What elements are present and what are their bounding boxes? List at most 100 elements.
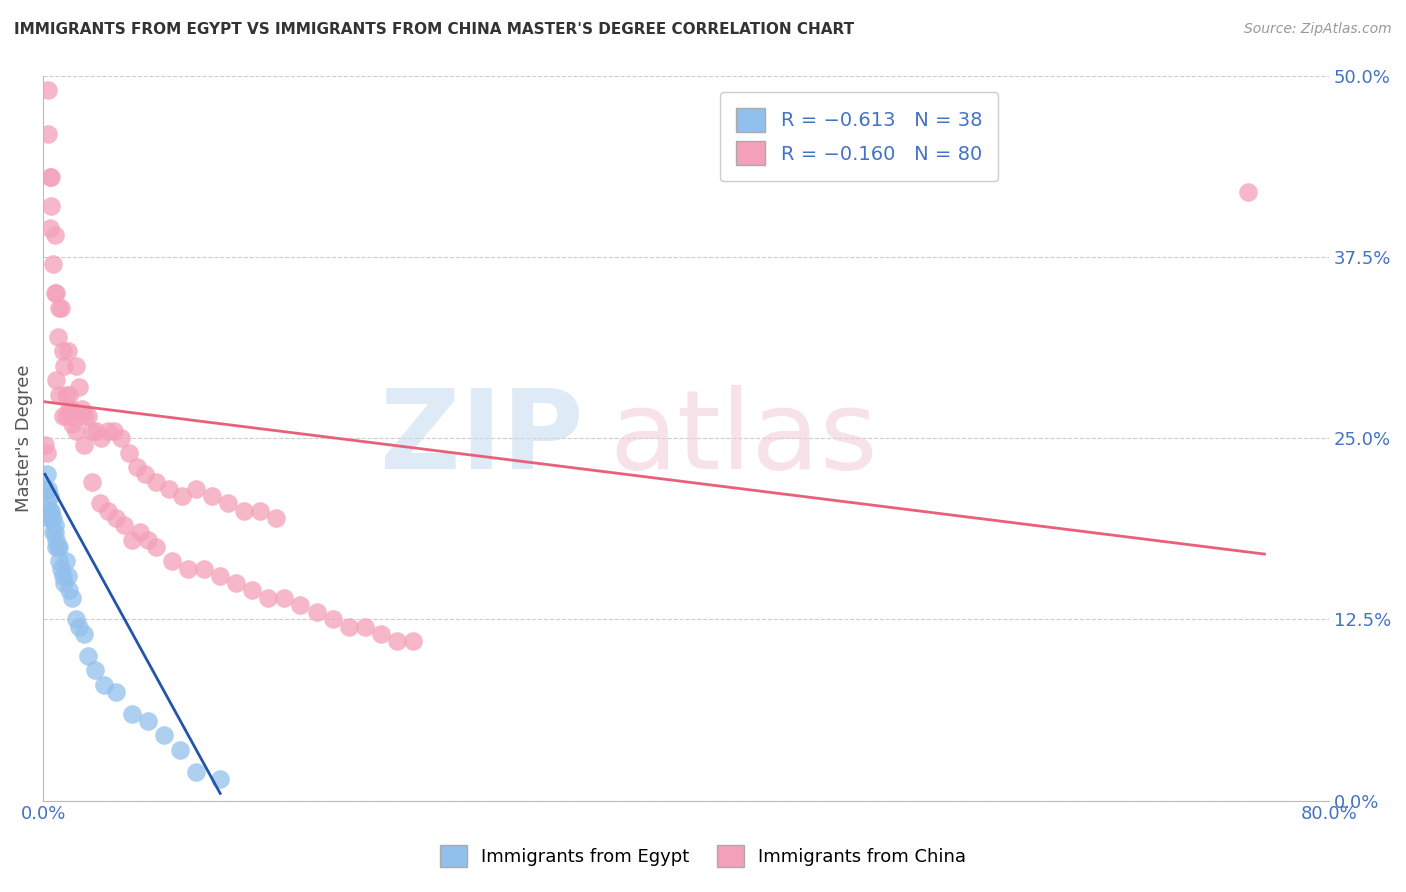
Point [41, 511, 63, 525]
Point [240, 583, 263, 598]
Point [337, 619, 360, 633]
Point [322, 612, 344, 626]
Point [48, 387, 70, 401]
Point [41, 199, 63, 213]
Point [48, 554, 70, 568]
Point [225, 576, 247, 591]
Point [46, 329, 69, 343]
Point [44, 227, 66, 242]
Point [72, 627, 94, 641]
Point [52, 344, 75, 359]
Point [266, 511, 288, 525]
Point [44, 525, 66, 540]
Point [1237, 185, 1260, 199]
Point [37, 482, 59, 496]
Point [128, 525, 150, 540]
Point [77, 409, 100, 424]
Point [56, 344, 79, 359]
Point [209, 569, 232, 583]
Point [402, 634, 425, 648]
Point [169, 743, 191, 757]
Point [97, 424, 120, 438]
Point [37, 83, 59, 97]
Point [65, 424, 87, 438]
Point [193, 561, 215, 575]
Point [45, 533, 67, 547]
Point [41, 503, 63, 517]
Point [170, 489, 193, 503]
Point [97, 503, 120, 517]
Legend: Immigrants from Egypt, Immigrants from China: Immigrants from Egypt, Immigrants from C… [433, 838, 973, 874]
Point [45, 286, 67, 301]
Point [55, 409, 77, 424]
Point [184, 482, 207, 496]
Point [45, 540, 67, 554]
Point [55, 554, 77, 568]
Point [233, 503, 256, 517]
Point [42, 511, 65, 525]
Point [60, 417, 83, 431]
Point [67, 619, 90, 633]
Point [48, 301, 70, 315]
Point [257, 591, 280, 605]
Point [104, 511, 127, 525]
Point [110, 431, 132, 445]
Point [72, 438, 94, 452]
Point [52, 569, 75, 583]
Point [58, 583, 80, 598]
Point [60, 409, 83, 424]
Point [65, 612, 87, 626]
Point [125, 460, 148, 475]
Point [104, 685, 127, 699]
Point [83, 663, 105, 677]
Point [44, 286, 66, 301]
Point [42, 257, 65, 271]
Point [38, 489, 60, 503]
Point [89, 496, 111, 510]
Point [353, 619, 375, 633]
Point [56, 569, 79, 583]
Point [60, 591, 83, 605]
Point [38, 503, 60, 517]
Point [145, 540, 167, 554]
Point [136, 714, 159, 728]
Point [290, 598, 312, 612]
Point [59, 402, 82, 417]
Point [58, 387, 80, 401]
Point [38, 220, 60, 235]
Point [145, 475, 167, 489]
Point [184, 764, 207, 779]
Point [103, 424, 125, 438]
Point [121, 533, 143, 547]
Point [121, 706, 143, 721]
Point [157, 482, 180, 496]
Point [48, 540, 70, 554]
Point [45, 373, 67, 387]
Y-axis label: Master's Degree: Master's Degree [15, 364, 32, 512]
Point [160, 554, 183, 568]
Point [49, 301, 72, 315]
Point [37, 511, 59, 525]
Text: atlas: atlas [609, 384, 877, 491]
Point [53, 359, 76, 373]
Point [385, 634, 408, 648]
Point [35, 467, 58, 482]
Point [273, 591, 295, 605]
Point [41, 169, 63, 184]
Point [65, 359, 87, 373]
Point [49, 561, 72, 575]
Point [70, 402, 93, 417]
Point [34, 438, 56, 452]
Point [67, 380, 90, 394]
Point [93, 677, 115, 691]
Point [35, 496, 58, 510]
Point [201, 489, 224, 503]
Point [177, 561, 200, 575]
Point [37, 127, 59, 141]
Point [117, 445, 139, 459]
Point [38, 169, 60, 184]
Point [77, 648, 100, 663]
Point [249, 503, 271, 517]
Text: ZIP: ZIP [380, 384, 583, 491]
Text: Source: ZipAtlas.com: Source: ZipAtlas.com [1244, 22, 1392, 37]
